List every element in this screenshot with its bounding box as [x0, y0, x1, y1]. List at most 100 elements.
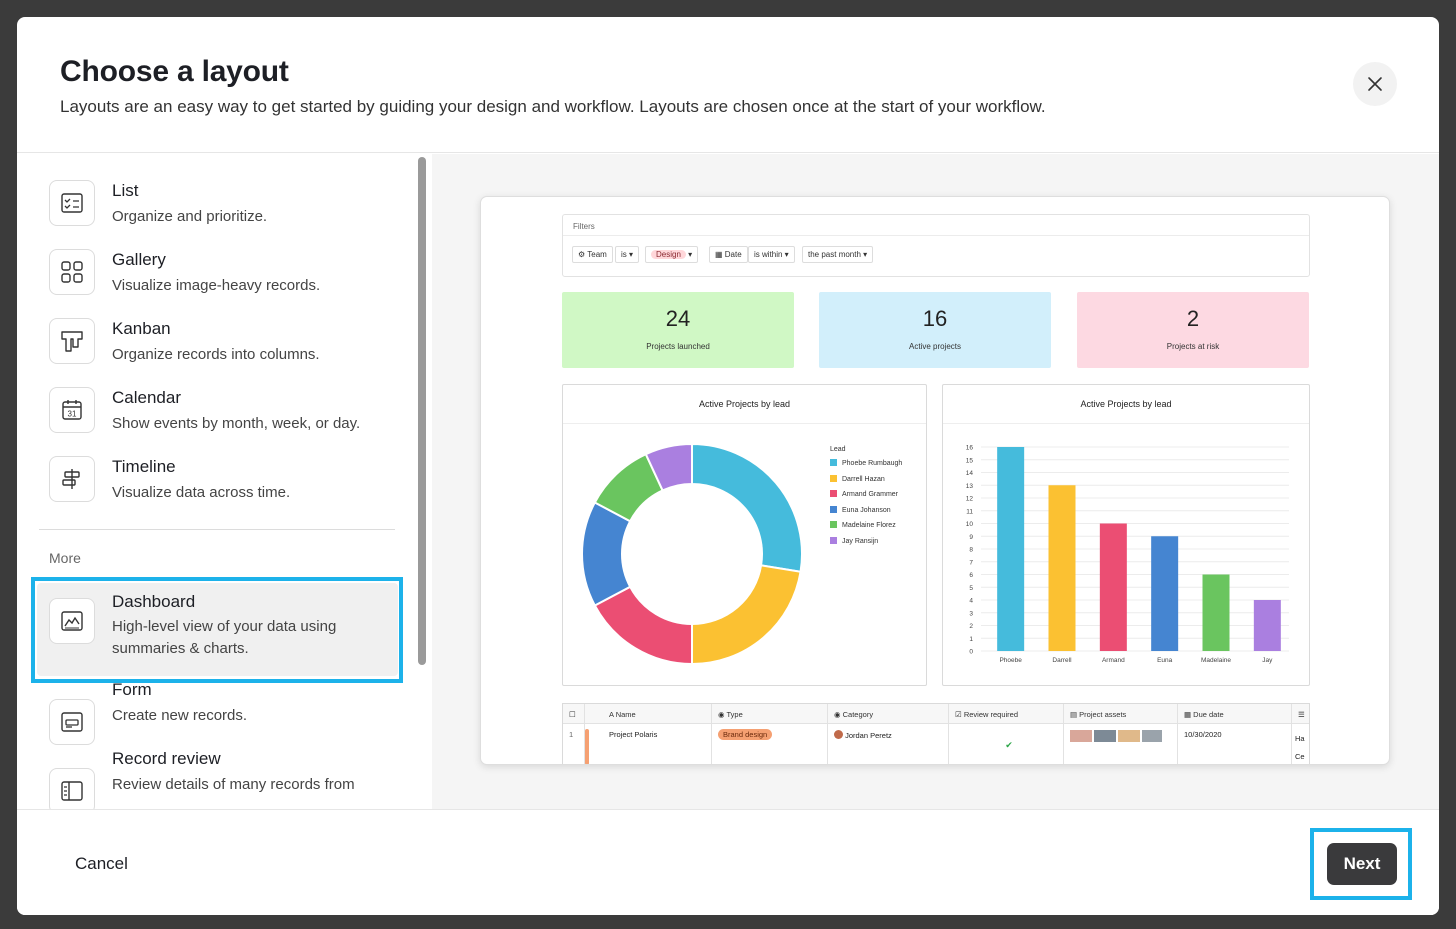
legend-title: Lead [830, 446, 846, 453]
layout-name: Kanban [112, 319, 171, 338]
column-header-name[interactable]: A Name [585, 704, 712, 724]
cell-type: Brand design [712, 724, 828, 764]
bar [1253, 600, 1281, 651]
donut-slice [691, 564, 802, 666]
cell-assets [1064, 724, 1178, 764]
legend-label: Phoebe Rumbaugh [842, 460, 903, 467]
bar [1048, 485, 1076, 651]
layout-option-kanban[interactable]: Kanban Organize records into columns. [39, 316, 397, 376]
y-tick-label: 9 [969, 534, 973, 541]
bar-chart-title: Active Projects by lead [1080, 399, 1172, 409]
layout-sidebar[interactable]: List Organize and prioritize. Gallery Vi… [17, 154, 430, 809]
modal-footer: Cancel Next [17, 809, 1439, 915]
layout-desc: Create new records. [112, 707, 248, 724]
y-tick-label: 4 [969, 598, 973, 605]
donut-chart-title: Active Projects by lead [698, 399, 791, 409]
y-tick-label: 13 [966, 483, 974, 490]
layout-option-calendar[interactable]: 31 Calendar Show events by month, week, … [39, 385, 397, 445]
y-tick-label: 7 [969, 559, 973, 566]
legend-label: Jay Ransijn [842, 538, 879, 545]
layout-option-gallery[interactable]: Gallery Visualize image-heavy records. [39, 247, 397, 307]
donut-slice [644, 442, 693, 492]
stat-value: 2 [1186, 306, 1200, 331]
layout-option-dashboard[interactable]: Dashboard High-level view of your data u… [39, 592, 397, 674]
legend-label: Euna Johanson [842, 506, 891, 514]
selection-outline [31, 577, 403, 683]
layout-option-record-review[interactable]: Record review Review details of many rec… [39, 749, 397, 809]
layout-desc: Organize records into columns. [112, 346, 320, 363]
layout-name: Form [112, 680, 152, 699]
stat-card-active: 16 Active projects [819, 292, 1051, 368]
filter-chip-operator: is ▾ [615, 246, 640, 263]
layout-option-form[interactable]: Form Create new records. [39, 680, 397, 745]
stat-label: Projects at risk [1166, 342, 1220, 351]
layout-option-list[interactable]: List Organize and prioritize. [39, 178, 397, 238]
donut-chart [581, 442, 803, 666]
bar [1099, 523, 1127, 651]
layout-name: Timeline [112, 457, 176, 476]
stat-label: Projects launched [646, 342, 710, 351]
x-tick-label: Darrell [1052, 657, 1072, 664]
cancel-button[interactable]: Cancel [75, 854, 128, 873]
columns-menu-icon[interactable]: ☰ [1298, 710, 1305, 719]
check-icon: ✔ [949, 724, 1064, 764]
bar-chart-panel: Active Projects by lead 0 1 2 3 4 5 6 7 8 9 10 11 12… [942, 384, 1310, 686]
layout-option-timeline[interactable]: Timeline Visualize data across time. [39, 454, 397, 514]
select-all-checkbox[interactable]: ☐ [563, 704, 585, 724]
next-button[interactable]: Next [1327, 843, 1397, 885]
layout-desc: Visualize data across time. [112, 484, 291, 501]
legend-swatch [830, 490, 837, 498]
filter-chip-team: ⚙ Team [572, 246, 613, 263]
x-tick-label: Madelaine [1201, 657, 1231, 664]
filter-chip-period: the past month ▾ [802, 246, 874, 263]
layout-desc: High-level view of your data using summa… [112, 618, 337, 657]
legend-label: Madelaine Florez [842, 522, 896, 530]
stat-value: 16 [922, 306, 948, 331]
layout-name: Record review [112, 749, 221, 768]
y-tick-label: 2 [969, 623, 973, 630]
legend-item: Darrell Hazan [830, 474, 885, 483]
form-icon [49, 699, 95, 745]
layout-modal: Choose a layout Layouts are an easy way … [17, 17, 1439, 915]
y-tick-label: 1 [969, 636, 973, 643]
close-button[interactable] [1353, 62, 1397, 106]
y-tick-label: 12 [966, 496, 974, 503]
dashboard-preview: Filters ⚙ Team is ▾ Design ▾ ▦ Date is w… [480, 196, 1390, 765]
next-button-outline [1310, 828, 1412, 900]
filter-chip-within: is within ▾ [748, 246, 795, 263]
page-subtitle: Layouts are an easy way to get started b… [60, 97, 1046, 116]
column-header-category[interactable]: ◉ Category [828, 704, 949, 724]
column-header-type[interactable]: ◉ Type [712, 704, 828, 724]
cell-category: Jordan Peretz [828, 724, 949, 764]
select-field-icon: ◉ [718, 710, 727, 719]
cell-due-date: 10/30/2020 [1178, 724, 1292, 764]
x-tick-label: Jay [1262, 657, 1273, 664]
attachment-icon: ▤ [1070, 710, 1080, 719]
kanban-icon [49, 318, 95, 364]
column-header-assets[interactable]: ▤ Project assets [1064, 704, 1178, 724]
x-tick-label: Euna [1157, 657, 1173, 664]
column-header-due-date[interactable]: ▦ Due date [1178, 704, 1292, 724]
legend-swatch [830, 474, 837, 482]
layout-desc: Visualize image-heavy records. [112, 277, 321, 294]
checkbox-field-icon: ☑ [955, 710, 964, 719]
legend-swatch [830, 459, 837, 466]
text-field-icon: A [609, 710, 616, 719]
filter-chip-design: Design ▾ [645, 246, 699, 263]
layout-name: Dashboard [112, 592, 196, 611]
y-tick-label: 11 [966, 508, 973, 515]
table-header: ☐ A Name ◉ Type ◉ Category ☑ Review requ… [563, 704, 1309, 724]
sidebar-scrollbar[interactable] [418, 157, 426, 665]
modal-header: Choose a layout Layouts are an easy way … [17, 17, 1439, 153]
filters-panel: Filters ⚙ Team is ▾ Design ▾ ▦ Date is w… [562, 214, 1310, 277]
stat-label: Active projects [908, 342, 962, 351]
column-header-review[interactable]: ☑ Review required [949, 704, 1064, 724]
y-tick-label: 5 [969, 585, 973, 592]
stat-value: 24 [665, 306, 691, 331]
row-index: 1 [563, 724, 585, 764]
gallery-icon [49, 249, 95, 295]
filter-chip-date: ▦ Date [709, 246, 748, 263]
legend-item: Phoebe Rumbaugh [830, 459, 902, 467]
cell-overflow: Ha Ce [1295, 734, 1305, 761]
x-tick-label: Armand [1102, 657, 1125, 664]
